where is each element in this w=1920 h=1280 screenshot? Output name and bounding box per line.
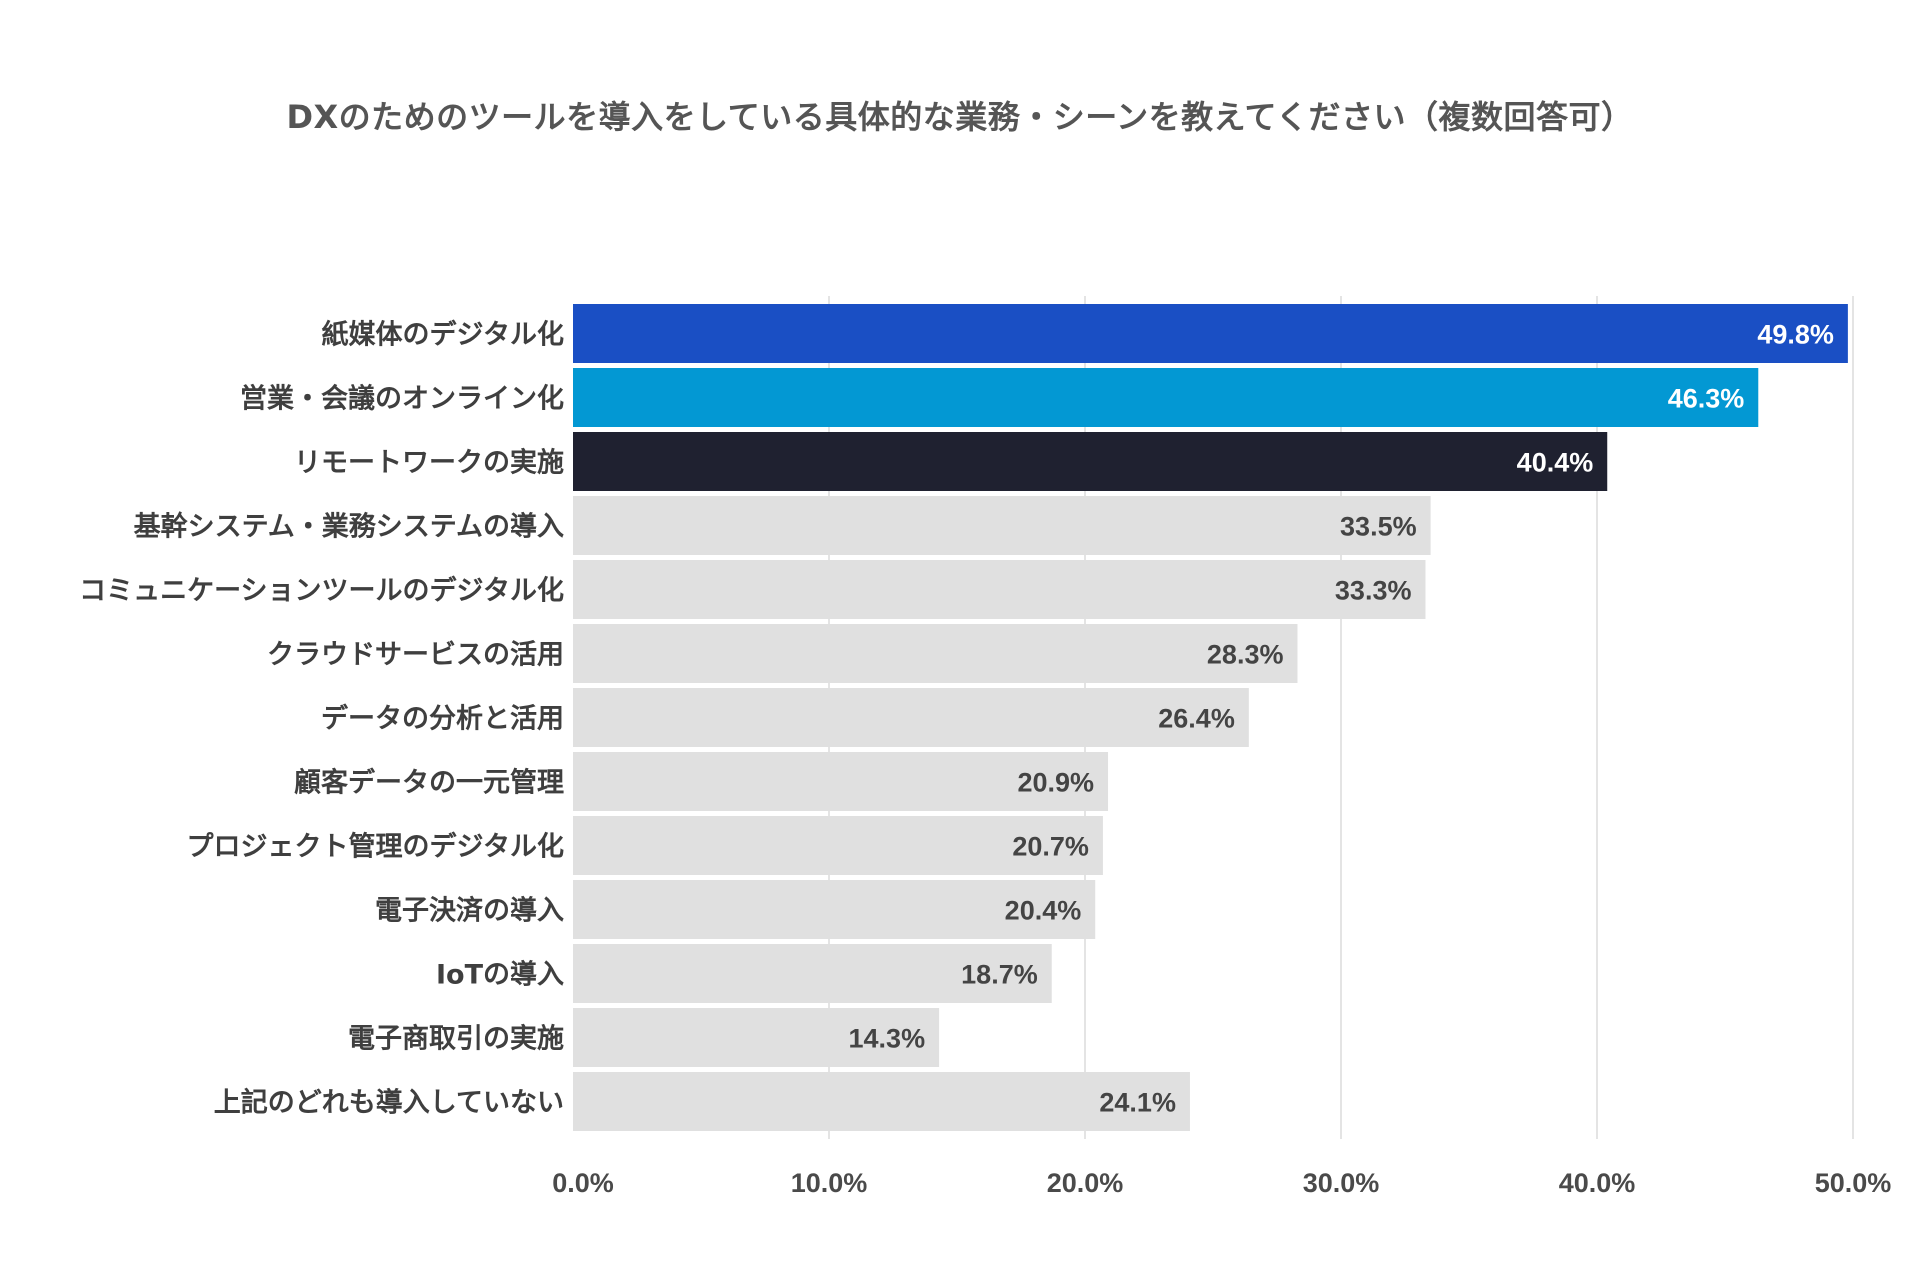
bar-8	[573, 752, 1109, 811]
bar-value-label: 28.3%	[1207, 640, 1284, 670]
bar-value-label: 20.9%	[1017, 768, 1094, 798]
category-label: 基幹システム・業務システムの導入	[134, 511, 564, 543]
bar-3	[573, 432, 1608, 491]
bar-6	[573, 624, 1298, 683]
bar-5	[573, 560, 1426, 619]
category-label: データの分析と活用	[321, 703, 564, 735]
category-labels: 紙媒体のデジタル化営業・会議のオンライン化リモートワークの実施基幹システム・業務…	[79, 319, 564, 1119]
bar-value-label: 18.7%	[961, 960, 1038, 990]
bar-value-label: 20.7%	[1012, 832, 1089, 862]
bars: 49.8% 46.3% 40.4% 33.5% 33.3% 28.3% 26.4% 20.9%…	[573, 304, 1848, 1131]
x-tick-label: 50.0%	[1815, 1168, 1892, 1198]
category-label: クラウドサービスの活用	[267, 640, 564, 671]
category-label: 営業・会議のオンライン化	[240, 383, 564, 415]
x-tick-label: 40.0%	[1559, 1168, 1636, 1198]
category-label: コミュニケーションツールのデジタル化	[79, 575, 564, 607]
category-label: 電子商取引の実施	[348, 1023, 564, 1055]
bar-12	[573, 1008, 940, 1067]
bar-value-label: 33.3%	[1335, 576, 1412, 606]
bar-2	[573, 368, 1759, 427]
chart-title: DXのためのツールを導入をしている具体的な業務・シーンを教えてください（複数回答…	[286, 98, 1634, 136]
bar-4	[573, 496, 1431, 555]
bar-value-label: 20.4%	[1005, 896, 1082, 926]
bar-value-label: 14.3%	[849, 1024, 926, 1054]
bar-value-label: 33.5%	[1340, 512, 1417, 542]
bar-value-label: 49.8%	[1757, 320, 1834, 350]
bar-value-label: 24.1%	[1099, 1088, 1176, 1118]
bar-7	[573, 688, 1249, 747]
bar-11	[573, 944, 1052, 1003]
bar-9	[573, 816, 1103, 875]
bar-13	[573, 1072, 1190, 1131]
category-label: 上記のどれも導入していない	[214, 1087, 564, 1119]
bar-10	[573, 880, 1096, 939]
category-label: IoTの導入	[436, 959, 564, 991]
category-label: プロジェクト管理のデジタル化	[187, 831, 564, 863]
x-axis: 0.0% 10.0% 20.0% 30.0% 40.0% 50.0%	[552, 1168, 1891, 1198]
bar-value-label: 46.3%	[1668, 384, 1745, 414]
x-tick-label: 10.0%	[791, 1168, 868, 1198]
x-tick-label: 30.0%	[1303, 1168, 1380, 1198]
category-label: 電子決済の導入	[375, 895, 564, 927]
bar-1	[573, 304, 1848, 363]
category-label: 顧客データの一元管理	[294, 767, 564, 799]
x-tick-label: 0.0%	[552, 1168, 614, 1198]
bar-value-label: 26.4%	[1158, 704, 1235, 734]
x-tick-label: 20.0%	[1047, 1168, 1124, 1198]
category-label: 紙媒体のデジタル化	[322, 319, 564, 351]
category-label: リモートワークの実施	[294, 447, 564, 479]
bar-value-label: 40.4%	[1517, 448, 1594, 478]
